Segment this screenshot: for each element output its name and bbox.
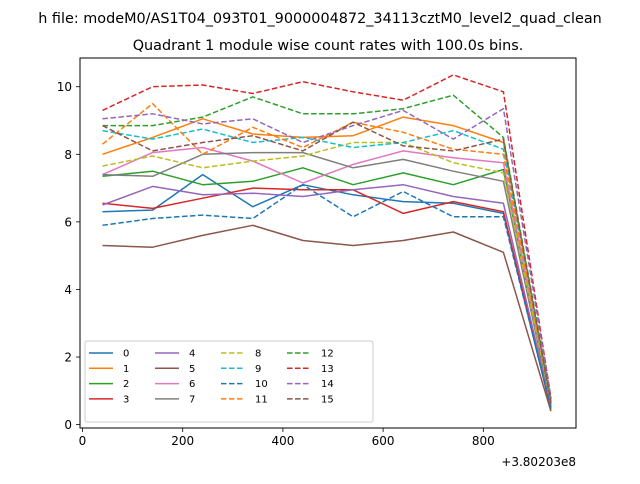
x-tick-label-400: 400 [271, 434, 294, 448]
series-line-9 [102, 128, 552, 402]
x-axis: 0 200 400 600 800 [79, 428, 495, 448]
legend-label-11: 11 [255, 394, 268, 405]
y-tick-label-0: 0 [64, 418, 72, 432]
legend-label-7: 7 [189, 394, 195, 405]
x-tick-label-200: 200 [171, 434, 194, 448]
series-line-8 [102, 141, 552, 403]
series-line-5 [102, 224, 552, 412]
series-line-6 [102, 146, 552, 403]
legend-label-6: 6 [189, 379, 195, 390]
series-line-10 [102, 183, 552, 408]
legend-label-9: 9 [255, 364, 261, 375]
series-line-15 [102, 121, 552, 403]
x-tick-label-0: 0 [79, 434, 87, 448]
series-line-7 [102, 151, 552, 405]
x-tick-label-600: 600 [372, 434, 395, 448]
y-tick-label-4: 4 [64, 283, 72, 297]
legend-label-0: 0 [123, 349, 129, 360]
series-line-4 [102, 183, 552, 407]
series-line-12 [102, 94, 552, 400]
legend-label-13: 13 [321, 364, 334, 375]
series-line-3 [102, 187, 552, 408]
legend-box [84, 340, 374, 423]
series-line-13 [102, 74, 552, 398]
legend-label-4: 4 [189, 349, 195, 360]
legend-label-10: 10 [255, 379, 268, 390]
x-tick-label-800: 800 [472, 434, 495, 448]
x-offset-label: +3.80203e8 [501, 455, 576, 469]
legend-label-3: 3 [123, 394, 129, 405]
y-tick-label-10: 10 [57, 80, 72, 94]
legend-label-8: 8 [255, 349, 261, 360]
y-axis: 0 2 4 6 8 10 [57, 80, 80, 432]
chart-title: Quadrant 1 module wise count rates with … [133, 38, 524, 54]
legend-label-15: 15 [321, 394, 334, 405]
legend-label-5: 5 [189, 364, 195, 375]
legend-label-2: 2 [123, 379, 129, 390]
legend-label-1: 1 [123, 364, 129, 375]
legend-label-14: 14 [321, 379, 334, 390]
y-tick-label-6: 6 [64, 215, 72, 229]
y-tick-label-2: 2 [64, 351, 72, 365]
legend-label-12: 12 [321, 349, 334, 360]
series-line-14 [102, 107, 552, 398]
series-line-11 [102, 102, 552, 402]
plot-lines [102, 74, 552, 412]
axes-frame [79, 57, 577, 429]
y-tick-label-8: 8 [64, 148, 72, 162]
series-line-2 [102, 167, 552, 405]
suptitle: h file: modeM0/AS1T04_093T01_9000004872_… [38, 11, 602, 27]
